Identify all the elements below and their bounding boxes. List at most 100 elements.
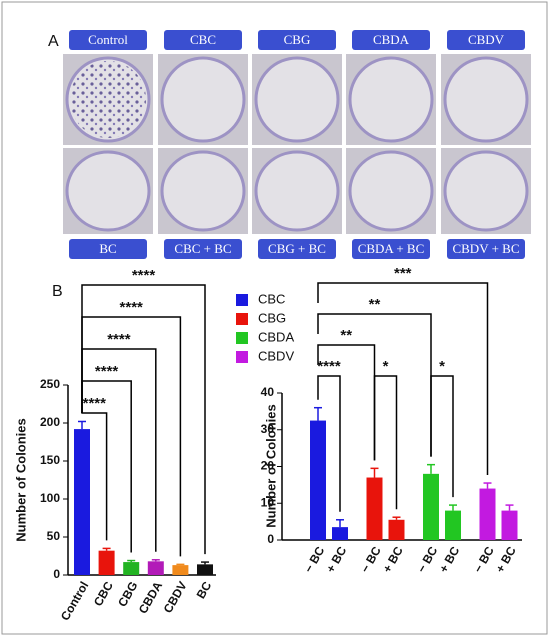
legend-swatch — [236, 313, 248, 325]
x-tick-label: CBDV — [161, 579, 190, 615]
y-tick-label: 20 — [261, 459, 275, 473]
legend-label: CBDV — [258, 348, 294, 363]
legend-label: CBDA — [258, 329, 294, 344]
label-box — [258, 30, 336, 50]
x-tick-label: − BC — [414, 544, 440, 575]
x-tick-label: − BC — [358, 544, 384, 575]
panel-a-label: CBG — [284, 32, 311, 47]
y-tick-label: 10 — [261, 495, 275, 509]
label-box — [69, 239, 147, 259]
y-tick-label: 50 — [47, 529, 61, 543]
y-axis-label: Number of Colonies — [263, 404, 278, 528]
colonies — [70, 61, 146, 138]
significance-label: **** — [120, 299, 144, 316]
panel-a-label: CBC + BC — [174, 241, 231, 256]
y-tick-label: 0 — [53, 567, 60, 581]
label-box — [447, 30, 525, 50]
x-tick-label: BC — [194, 579, 215, 601]
legend-swatch — [236, 294, 248, 306]
y-tick-label: 200 — [40, 415, 60, 429]
label-box — [258, 239, 336, 259]
significance-label: *** — [394, 265, 412, 282]
panel-a-label: Control — [88, 32, 128, 47]
bar — [172, 565, 189, 575]
label-box — [352, 239, 430, 259]
plate-well — [254, 56, 340, 143]
significance-label: **** — [107, 331, 131, 348]
plate-well — [348, 150, 434, 232]
significance-label: ** — [340, 327, 352, 344]
plate-well — [348, 56, 434, 143]
panel-label: B — [52, 283, 63, 300]
y-tick-label: 150 — [40, 453, 60, 467]
panel-a-label: BC — [99, 241, 116, 256]
x-tick-label: − BC — [471, 544, 497, 575]
x-tick-label: CBC — [91, 579, 116, 609]
label-box — [447, 239, 525, 259]
plate-well — [443, 56, 529, 143]
significance-bracket — [317, 313, 432, 457]
significance-label: **** — [317, 358, 341, 375]
bar — [98, 550, 115, 575]
x-tick-label: + BC — [493, 544, 519, 575]
y-tick-label: 250 — [40, 377, 60, 391]
plate-well — [254, 150, 340, 232]
plate-well — [160, 150, 246, 232]
y-tick-label: 100 — [40, 491, 60, 505]
legend-swatch — [236, 332, 248, 344]
y-tick-label: 30 — [261, 422, 275, 436]
panel-a-label: CBDV + BC — [452, 241, 519, 256]
x-tick-label: + BC — [380, 544, 406, 575]
significance-label: **** — [95, 363, 119, 380]
panel-a-label: CBDA — [373, 32, 410, 47]
panel-a-label: CBDV — [468, 32, 505, 47]
label-box — [69, 30, 147, 50]
bar — [310, 420, 326, 540]
significance-label: ** — [369, 296, 381, 313]
bar — [366, 477, 383, 540]
significance-bracket — [81, 284, 206, 555]
legend-label: CBC — [258, 291, 285, 306]
significance-label: **** — [83, 395, 107, 412]
y-tick-label: 0 — [267, 532, 274, 546]
x-tick-label: Control — [58, 579, 91, 623]
legend-swatch — [236, 351, 248, 363]
significance-bracket — [317, 282, 489, 476]
label-box — [352, 30, 430, 50]
significance-bracket — [81, 348, 157, 552]
panel-a-label: CBDA + BC — [358, 241, 425, 256]
significance-label: * — [383, 358, 389, 375]
significance-label: **** — [132, 267, 156, 284]
bar — [123, 562, 140, 575]
legend-label: CBG — [258, 310, 286, 325]
plate-well — [443, 150, 529, 232]
x-tick-label: + BC — [436, 544, 462, 575]
bar — [74, 429, 90, 575]
plate-well — [160, 56, 246, 143]
y-tick-label: 40 — [261, 385, 275, 399]
significance-label: * — [439, 358, 445, 375]
bar — [445, 510, 461, 540]
significance-bracket — [317, 344, 376, 461]
panel-label: A — [48, 33, 59, 50]
x-tick-label: + BC — [323, 544, 349, 575]
plate-well — [65, 150, 151, 232]
bar — [147, 561, 164, 575]
significance-bracket — [317, 375, 341, 512]
bar — [423, 473, 439, 540]
bar — [197, 564, 213, 575]
bar — [388, 519, 405, 540]
x-tick-label: CBDA — [136, 579, 166, 616]
label-box — [164, 239, 242, 259]
panel-a-label: CBC — [190, 32, 216, 47]
panel-a-label: CBG + BC — [268, 241, 326, 256]
bar — [479, 488, 496, 540]
label-box — [164, 30, 242, 50]
y-axis-label: Number of Colonies — [13, 418, 28, 542]
x-tick-label: − BC — [301, 544, 327, 575]
bar — [332, 527, 348, 540]
x-tick-label: CBG — [115, 579, 140, 609]
bar — [501, 510, 518, 540]
